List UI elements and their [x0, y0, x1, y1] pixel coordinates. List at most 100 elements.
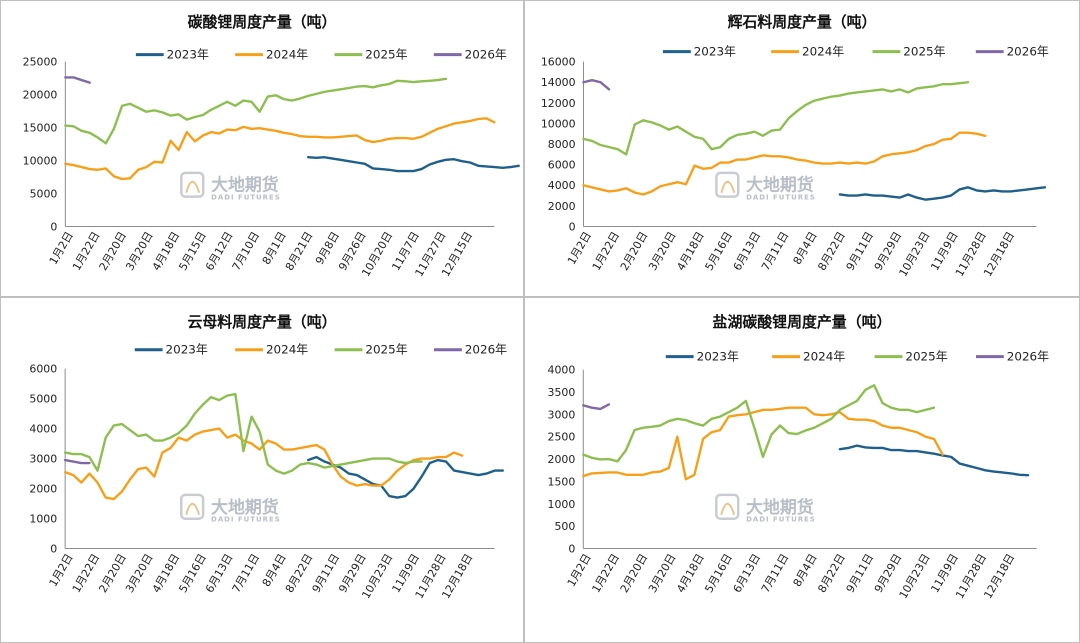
- y-tick-label: 10000: [23, 154, 58, 167]
- x-tick-label: 1月2日: [47, 229, 76, 266]
- y-tick-label: 15000: [23, 122, 58, 135]
- y-tick-label: 2000: [29, 483, 57, 496]
- series-line-2026: [582, 78, 611, 91]
- legend-label-2023: 2023年: [697, 350, 739, 364]
- watermark-text: 大地期货: [211, 497, 279, 517]
- y-tick-label: 4000: [29, 423, 57, 436]
- legend-label-2025: 2025年: [365, 48, 407, 62]
- watermark-logo-icon: [715, 493, 740, 520]
- watermark-logo-icon: [715, 171, 740, 198]
- x-tick-label: 9月8日: [313, 229, 342, 266]
- chart-title: 云母料周度产量（吨）: [187, 313, 336, 331]
- x-tick-label: 8月1日: [260, 229, 289, 266]
- x-tick-label: 7月11日: [759, 229, 792, 272]
- series-line-2025: [582, 384, 936, 463]
- watermark-logo-icon: [180, 493, 205, 520]
- y-tick-label: 2000: [548, 200, 576, 213]
- y-tick-label: 3000: [29, 453, 57, 466]
- x-tick-label: 8月4日: [791, 551, 820, 588]
- legend-label-2026: 2026年: [465, 48, 507, 62]
- y-tick-label: 25000: [23, 56, 58, 69]
- watermark-logo-swoosh: [185, 180, 201, 194]
- y-tick-label: 2500: [548, 431, 576, 444]
- legend-label-2023: 2023年: [166, 343, 208, 357]
- y-tick-label: 500: [554, 520, 575, 533]
- legend-label-2025: 2025年: [903, 45, 945, 59]
- x-tick-label: 8月4日: [260, 551, 289, 588]
- x-tick-label: 1月2日: [565, 551, 594, 588]
- y-tick-label: 1500: [548, 475, 576, 488]
- series-line-2023: [306, 156, 520, 173]
- series-line-2024: [64, 117, 496, 181]
- watermark-logo-swoosh: [185, 502, 201, 516]
- x-tick-label: 1月2日: [565, 229, 594, 266]
- watermark-text: 大地期货: [746, 175, 814, 195]
- x-tick-label: 1月2日: [47, 551, 76, 588]
- legend-label-2026: 2026年: [1007, 45, 1049, 59]
- legend-label-2026: 2026年: [1007, 350, 1049, 364]
- y-tick-label: 6000: [548, 159, 576, 172]
- series-line-2025: [64, 77, 448, 145]
- watermark-logo-icon: [180, 171, 205, 198]
- legend-label-2024: 2024年: [802, 45, 844, 59]
- chart-title: 碳酸锂周度产量（吨）: [188, 13, 337, 31]
- series-line-2024: [63, 427, 464, 501]
- chart-panel-spodumene: 辉石料周度产量（吨） 大地期货 DADI FUTURES 0 2000 4000 6000 8…: [524, 0, 1080, 297]
- y-tick-label: 1000: [29, 513, 57, 526]
- y-tick-label: 3000: [548, 408, 576, 421]
- watermark-subtext: DADI FUTURES: [746, 516, 816, 524]
- y-tick-label: 3500: [548, 386, 576, 399]
- chart-panel-lepidolite: 云母料周度产量（吨） 大地期货 DADI FUTURES 0 1000 2000 3000 4…: [0, 297, 524, 643]
- chart-panel-lithium-carbonate: 碳酸锂周度产量（吨） 大地期货 DADI FUTURES 0 5000 10000 1500…: [0, 0, 524, 297]
- watermark-subtext: DADI FUTURES: [211, 516, 281, 524]
- series-line-2025: [63, 392, 423, 475]
- y-tick-label: 12000: [541, 97, 576, 110]
- legend-label-2024: 2024年: [266, 343, 308, 357]
- legend-label-2024: 2024年: [803, 350, 845, 364]
- y-tick-label: 16000: [541, 56, 576, 69]
- y-tick-label: 8000: [548, 138, 576, 151]
- y-tick-label: 1000: [548, 498, 576, 511]
- watermark-subtext: DADI FUTURES: [746, 194, 816, 202]
- y-tick-label: 0: [568, 543, 575, 556]
- series-line-2026: [64, 76, 91, 84]
- legend-label-2023: 2023年: [694, 45, 736, 59]
- series-line-2024: [582, 406, 944, 481]
- y-tick-label: 6000: [29, 363, 57, 376]
- legend-label-2025: 2025年: [905, 350, 947, 364]
- y-tick-label: 20000: [23, 89, 58, 102]
- series-line-2026: [582, 403, 611, 411]
- y-tick-label: 14000: [541, 76, 576, 89]
- series-line-2024: [582, 131, 987, 196]
- y-tick-label: 2000: [548, 453, 576, 466]
- y-tick-label: 5000: [30, 187, 58, 200]
- legend-label-2023: 2023年: [167, 48, 209, 62]
- chart-panel-salt-lake: 盐湖碳酸锂周度产量（吨） 大地期货 DADI FUTURES 0 500 1000 1500…: [524, 297, 1080, 643]
- watermark-logo-swoosh: [720, 502, 736, 516]
- legend-label-2025: 2025年: [365, 343, 407, 357]
- chart-title: 盐湖碳酸锂周度产量（吨）: [713, 313, 892, 331]
- x-tick-label: 8月4日: [791, 229, 820, 266]
- watermark-logo-swoosh: [720, 180, 736, 194]
- series-line-2023: [307, 455, 504, 499]
- legend-label-2024: 2024年: [266, 48, 308, 62]
- watermark-text: 大地期货: [746, 497, 814, 517]
- watermark-subtext: DADI FUTURES: [211, 194, 281, 202]
- y-tick-label: 4000: [548, 364, 576, 377]
- series-line-2023: [838, 444, 1030, 477]
- y-tick-label: 10000: [541, 117, 576, 130]
- y-tick-label: 0: [50, 220, 57, 233]
- series-line-2026: [63, 458, 91, 465]
- y-tick-label: 0: [569, 220, 576, 233]
- legend-label-2026: 2026年: [465, 343, 507, 357]
- x-tick-label: 7月11日: [759, 551, 792, 594]
- series-line-2025: [582, 81, 970, 156]
- y-tick-label: 5000: [29, 393, 57, 406]
